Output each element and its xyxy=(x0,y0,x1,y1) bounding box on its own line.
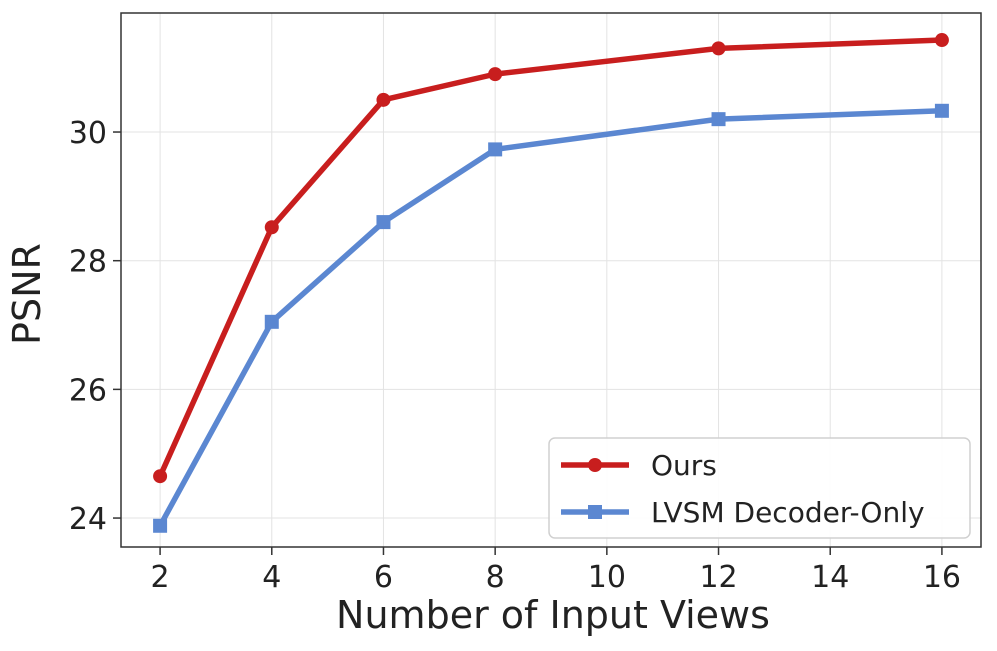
legend-box xyxy=(548,437,971,539)
legend-label: LVSM Decoder-Only xyxy=(651,496,925,529)
legend-item: LVSM Decoder-Only xyxy=(561,496,925,529)
data-point xyxy=(376,215,391,230)
data-point xyxy=(376,92,391,107)
data-point xyxy=(934,33,949,48)
data-point xyxy=(488,67,503,82)
legend: Ours LVSM Decoder-Only xyxy=(548,437,971,539)
x-tick-label: 8 xyxy=(486,560,505,595)
series-group xyxy=(153,33,949,533)
x-tick-label: 2 xyxy=(151,560,170,595)
x-axis-title: Number of Input Views xyxy=(336,593,770,637)
data-point xyxy=(264,220,279,235)
y-tick-label: 30 xyxy=(69,116,107,151)
legend-marker xyxy=(588,458,602,472)
x-tick-label: 6 xyxy=(374,560,393,595)
y-axis-ticks: 24 26 28 30 xyxy=(69,116,121,537)
x-tick-label: 14 xyxy=(811,560,849,595)
y-tick-label: 26 xyxy=(69,373,107,408)
x-tick-label: 12 xyxy=(699,560,737,595)
data-point xyxy=(488,142,503,157)
data-point xyxy=(711,41,726,56)
y-tick-label: 28 xyxy=(69,245,107,280)
y-axis-title: PSNR xyxy=(5,243,49,345)
plot-frame xyxy=(120,12,982,548)
x-axis-ticks: 2 4 6 8 10 12 14 16 xyxy=(151,547,961,595)
series-lvsm-decoder-only xyxy=(153,103,949,533)
series-line xyxy=(157,37,945,479)
data-point xyxy=(934,103,949,118)
data-point xyxy=(711,112,726,127)
legend-label: Ours xyxy=(651,449,717,482)
x-tick-label: 10 xyxy=(588,560,626,595)
y-tick-label: 24 xyxy=(69,502,107,537)
data-point xyxy=(153,469,168,484)
legend-item: Ours xyxy=(561,449,717,482)
series-ours xyxy=(153,33,949,484)
x-tick-label: 4 xyxy=(262,560,281,595)
data-point xyxy=(153,518,168,533)
legend-marker xyxy=(588,505,602,519)
x-tick-label: 16 xyxy=(923,560,961,595)
series-line xyxy=(157,108,945,529)
data-point xyxy=(264,314,279,329)
